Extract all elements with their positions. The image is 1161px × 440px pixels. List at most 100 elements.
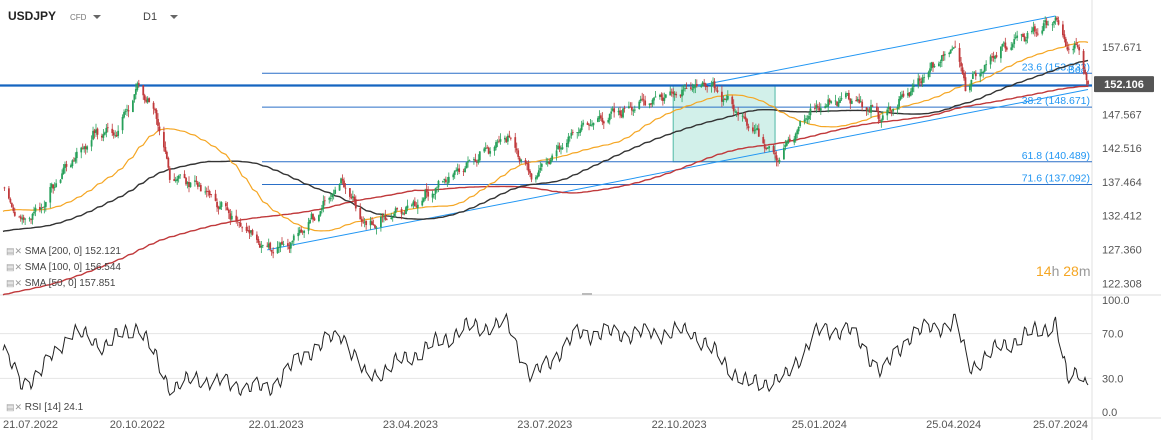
candle-body (300, 229, 303, 233)
candle-body (425, 189, 428, 193)
candle-body (86, 146, 89, 150)
candle-body (412, 201, 415, 205)
candle-body (1066, 47, 1069, 50)
candle-body (260, 245, 263, 248)
candle-body (126, 109, 128, 111)
candle-body (940, 55, 943, 62)
candle-body (868, 109, 871, 112)
candle-body (558, 146, 561, 149)
indicator-settings-close-icon[interactable]: ▤✕ (6, 246, 23, 256)
candle-body (70, 165, 72, 168)
candle-body (632, 110, 635, 112)
candle-body (731, 96, 734, 105)
candle-body (747, 126, 750, 129)
candle-body (365, 220, 368, 226)
candle-body (442, 180, 444, 182)
candle-body (478, 151, 481, 161)
candle-body (41, 206, 44, 208)
candle-body (331, 194, 334, 198)
indicator-settings-close-icon[interactable]: ▤✕ (6, 402, 23, 412)
rsi-label: RSI [14] (24, 402, 61, 413)
candle-body (973, 72, 976, 74)
timeframe-selector[interactable]: D1 (143, 11, 158, 23)
candle-body (385, 219, 388, 221)
candle-body (52, 184, 55, 189)
indicator-settings-close-icon[interactable]: ▤✕ (6, 262, 23, 272)
candle-body (363, 221, 366, 223)
candle-body (876, 106, 878, 111)
price-tick-label: 127.360 (1102, 244, 1142, 256)
candle-body (580, 124, 583, 131)
candle-body (591, 124, 593, 126)
timeframe-chevron-down-icon[interactable] (170, 15, 178, 19)
candle-body (496, 141, 499, 143)
candle-body (793, 138, 796, 143)
candle-body (112, 132, 115, 136)
candle-body (24, 218, 27, 220)
candle-body (669, 91, 672, 96)
candle-body (474, 159, 477, 162)
candle-body (716, 90, 719, 93)
candle-body (942, 54, 945, 56)
candle-body (763, 144, 766, 149)
sma50-line (2, 41, 1089, 232)
candle-body (22, 217, 25, 220)
candle-body (867, 109, 869, 111)
candle-body (520, 159, 523, 162)
candle-body (239, 222, 242, 227)
rsi-tick-label: 70.0 (1102, 329, 1123, 341)
candle-body (158, 126, 161, 132)
current-price-tag (1094, 76, 1154, 93)
candle-body (53, 187, 56, 188)
candle-body (1014, 37, 1017, 39)
candle-body (173, 179, 176, 182)
candle-body (270, 250, 273, 252)
candle-body (145, 99, 148, 102)
candle-body (13, 211, 16, 216)
candle-body (394, 208, 397, 213)
candle-body (504, 137, 506, 140)
candle-body (437, 180, 440, 188)
candle-body (55, 183, 58, 188)
indicator-settings-close-icon[interactable]: ▤✕ (6, 278, 23, 288)
consolidation-box (672, 84, 776, 163)
candle-body (951, 48, 954, 50)
candle-body (28, 218, 31, 220)
candle-body (721, 91, 723, 102)
candle-body (374, 225, 376, 228)
candle-body (464, 168, 466, 173)
candle-body (892, 108, 895, 112)
candle-body (489, 151, 492, 154)
candle-body (681, 89, 683, 97)
time-tick-label: 23.04.2023 (383, 419, 438, 431)
candle-countdown-timer: 14h 28m (1036, 263, 1091, 279)
candle-body (526, 163, 528, 165)
candle-body (1036, 33, 1039, 35)
candle-body (402, 213, 404, 215)
candle-body (952, 47, 955, 49)
candle-body (858, 99, 861, 103)
candle-body (809, 108, 812, 116)
candle-body (1025, 39, 1027, 42)
candle-body (194, 180, 196, 182)
candle-body (849, 98, 852, 104)
candle-body (341, 178, 344, 181)
symbol-dropdown-chevron-down-icon[interactable] (93, 15, 101, 19)
candle-body (319, 211, 322, 216)
candle-body (462, 171, 465, 172)
time-tick-label: 25.01.2024 (792, 419, 847, 431)
trend-channel-upper (692, 15, 1056, 88)
symbol-name[interactable]: USDJPY (8, 9, 57, 23)
candle-body (267, 243, 270, 248)
candle-body (608, 113, 611, 121)
legend-sma200: ▤✕ SMA [200, 0] 152.121 (6, 246, 121, 257)
candle-body (540, 163, 543, 167)
rsi-tick-label: 0.0 (1102, 407, 1117, 419)
candle-body (219, 206, 221, 210)
candle-body (818, 107, 821, 111)
candle-body (592, 122, 595, 126)
candle-body (537, 170, 540, 177)
pane-resize-handle (582, 293, 592, 295)
candle-body (390, 217, 393, 219)
